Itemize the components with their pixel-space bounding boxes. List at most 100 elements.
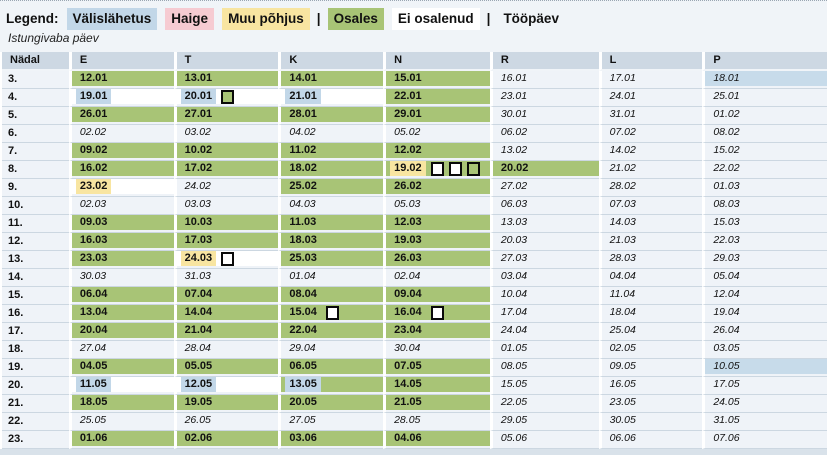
legend-line: Legend: Välislähetus Haige Muu põhjus | Osale… xyxy=(6,8,821,30)
day-cell: 07.06 xyxy=(702,431,827,449)
day-status-band: 12.01 xyxy=(71,71,174,86)
day-status-band: 09.05 xyxy=(602,359,703,374)
date-label: 27.04 xyxy=(79,342,107,354)
date-label: 07.04 xyxy=(184,288,213,300)
day-cell: 29.01 xyxy=(383,107,490,125)
date-label: 05.06 xyxy=(500,432,528,444)
day-status-band: 15.01 xyxy=(386,71,490,86)
day-status-band: 17.05 xyxy=(705,377,827,392)
date-label: 07.03 xyxy=(609,198,636,210)
day-cell: 11.02 xyxy=(278,143,384,161)
day-status-band: 02.06 xyxy=(176,431,279,446)
day-cell: 26.04 xyxy=(702,323,827,341)
week-row: 8. 16.02 17.02 18.02 19.02 20.02 21.02 22.02 xyxy=(2,161,827,179)
day-status-band: 29.05 xyxy=(493,413,599,428)
date-label: 15.02 xyxy=(713,144,740,156)
day-cell: 14.05 xyxy=(383,377,490,395)
date-label: 05.02 xyxy=(394,126,421,138)
legend-area: Legend: Välislähetus Haige Muu põhjus | Osale… xyxy=(0,0,827,52)
date-label: 01.05 xyxy=(500,342,528,354)
date-label: 27.03 xyxy=(500,252,528,264)
week-number: 3. xyxy=(2,71,69,89)
day-status-band: 27.05 xyxy=(281,413,383,428)
date-label-valislahetus: 20.01 xyxy=(180,89,217,104)
legend-item-muu_pohjus: Muu põhjus xyxy=(222,8,310,30)
day-status-band: 13.01 xyxy=(176,71,279,86)
date-label: 23.04 xyxy=(394,324,422,336)
date-label: 23.01 xyxy=(500,90,528,102)
legend-separator: | xyxy=(486,11,491,26)
day-status-band: 08.02 xyxy=(705,125,827,140)
day-cell: 03.06 xyxy=(278,431,384,449)
day-cell: 13.01 xyxy=(173,71,279,89)
day-cell: 22.03 xyxy=(702,233,827,251)
day-cell: 30.03 xyxy=(68,269,174,287)
column-header-R: R xyxy=(489,52,599,71)
date-label: 11.03 xyxy=(289,216,317,228)
date-label: 04.06 xyxy=(394,432,422,444)
date-label: 28.03 xyxy=(609,252,636,264)
day-status-band: 22.03 xyxy=(705,233,827,248)
date-label: 27.02 xyxy=(500,180,528,192)
day-status-band: 07.04 xyxy=(176,287,279,302)
date-label: 24.04 xyxy=(500,324,528,336)
day-status-band: 29.04 xyxy=(281,341,383,356)
day-status-band: 08.03 xyxy=(705,197,827,212)
week-row: 14. 30.03 31.03 01.04 02.04 03.04 04.04 05.04 xyxy=(2,269,827,287)
week-row: 16. 13.04 14.04 15.04 16.04 17.04 18.04 19.04 xyxy=(2,305,827,323)
date-label: 06.03 xyxy=(500,198,528,210)
day-status-band: 25.02 xyxy=(281,179,384,194)
day-cell: 19.04 xyxy=(702,305,827,323)
day-cell: 21.02 xyxy=(598,161,703,179)
week-number: 18. xyxy=(2,341,69,359)
day-cell: 24.02 xyxy=(173,179,279,197)
week-row: 23. 01.06 02.06 03.06 04.06 05.06 06.06 07.06 xyxy=(2,431,827,449)
day-status-band: 04.02 xyxy=(281,125,383,140)
day-status-band: 06.03 xyxy=(493,197,599,212)
day-status-band: 17.03 xyxy=(176,233,279,248)
day-cell: 02.05 xyxy=(598,341,703,359)
date-label: 15.04 xyxy=(289,306,317,318)
date-label: 21.03 xyxy=(609,234,636,246)
date-label: 24.01 xyxy=(609,90,636,102)
day-status-band: 24.01 xyxy=(602,89,703,104)
day-status-band: 07.03 xyxy=(602,197,703,212)
date-label: 25.04 xyxy=(609,324,636,336)
date-label: 25.02 xyxy=(289,180,317,192)
day-status-band: 30.01 xyxy=(493,107,599,122)
day-status-band: 09.02 xyxy=(71,143,174,158)
day-status-band: 01.02 xyxy=(705,107,827,122)
date-label: 12.04 xyxy=(713,288,740,300)
date-label: 28.05 xyxy=(394,414,421,426)
date-label: 14.05 xyxy=(394,378,422,390)
day-cell: 03.04 xyxy=(489,269,599,287)
date-label: 27.01 xyxy=(184,108,213,120)
day-status-band: 03.06 xyxy=(281,431,384,446)
day-cell: 25.01 xyxy=(702,89,827,107)
day-status-band: 29.03 xyxy=(705,251,827,266)
day-status-band: 30.05 xyxy=(602,413,703,428)
date-label: 06.05 xyxy=(289,360,317,372)
day-cell: 31.05 xyxy=(702,413,827,431)
week-row: 20. 11.05 12.05 13.05 14.05 15.05 16.05 17.05 xyxy=(2,377,827,395)
day-cell: 04.02 xyxy=(278,125,384,143)
day-status-band: 04.05 xyxy=(71,359,174,374)
date-label: 01.03 xyxy=(713,180,740,192)
date-label: 17.05 xyxy=(713,378,740,390)
column-header-T: T xyxy=(173,52,279,71)
week-row: 18. 27.04 28.04 29.04 30.04 01.05 02.05 03.05 xyxy=(2,341,827,359)
date-label: 20.05 xyxy=(289,396,317,408)
week-row: 12. 16.03 17.03 18.03 19.03 20.03 21.03 22.03 xyxy=(2,233,827,251)
day-cell: 02.04 xyxy=(383,269,490,287)
day-cell: 17.04 xyxy=(489,305,599,323)
day-cell: 03.05 xyxy=(702,341,827,359)
day-status-band: 28.02 xyxy=(602,179,703,194)
day-cell: 21.01 xyxy=(278,89,384,107)
date-label: 02.05 xyxy=(609,342,636,354)
date-label: 05.05 xyxy=(184,360,213,372)
day-cell: 28.04 xyxy=(173,341,279,359)
date-label: 03.02 xyxy=(184,126,211,138)
day-cell: 04.03 xyxy=(278,197,384,215)
day-cell: 13.04 xyxy=(68,305,174,323)
day-status-band: 14.05 xyxy=(386,377,490,392)
